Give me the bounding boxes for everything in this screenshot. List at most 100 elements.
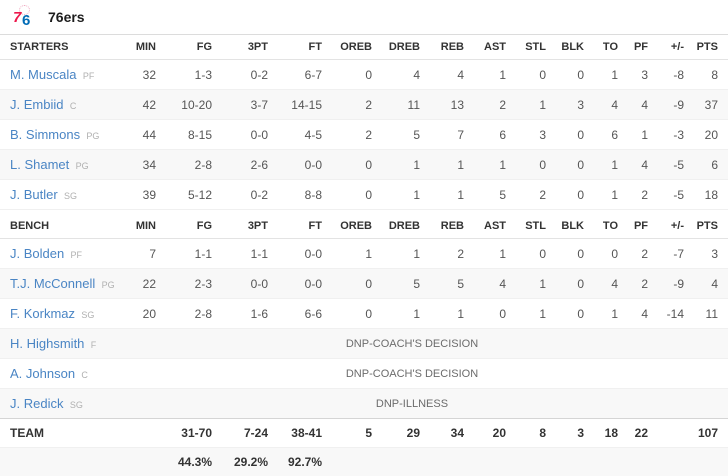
stat-reb: 1 [430, 180, 474, 210]
player-cell: A. Johnson C [0, 359, 126, 389]
player-link[interactable]: B. Simmons [10, 127, 80, 142]
player-position: PG [76, 161, 89, 171]
stat-oreb: 2 [332, 120, 382, 150]
stat-oreb: 0 [332, 269, 382, 299]
empty-cell [126, 448, 166, 476]
stat-pts: 18 [694, 180, 728, 210]
stat-dreb: 1 [382, 150, 430, 180]
stat-min: 32 [126, 60, 166, 90]
team-logo-icon: 7 6 [10, 4, 38, 30]
stat-pf: 4 [628, 90, 658, 120]
stat-to: 6 [594, 120, 628, 150]
stat-plusminus: -5 [658, 150, 694, 180]
stat-stl: 1 [516, 269, 556, 299]
player-link[interactable]: M. Muscala [10, 67, 76, 82]
section-label-starters: STARTERS [0, 35, 126, 60]
team-label: TEAM [0, 419, 126, 448]
player-position: PF [83, 71, 95, 81]
stat-dreb: 1 [382, 299, 430, 329]
stat-to: 4 [594, 269, 628, 299]
total-fg: 31-70 [166, 419, 222, 448]
stat-stl: 0 [516, 60, 556, 90]
stat-ft: 8-8 [278, 180, 332, 210]
player-link[interactable]: J. Embiid [10, 97, 63, 112]
player-link[interactable]: L. Shamet [10, 157, 69, 172]
stat-plusminus: -14 [658, 299, 694, 329]
stat-reb: 7 [430, 120, 474, 150]
table-row: M. Muscala PF 32 1-3 0-2 6-7 0 4 4 1 0 0… [0, 60, 728, 90]
stat-oreb: 0 [332, 180, 382, 210]
player-link[interactable]: H. Highsmith [10, 336, 84, 351]
dnp-note: DNP-ILLNESS [126, 389, 728, 419]
stat-min: 44 [126, 120, 166, 150]
column-header-stl: STL [516, 210, 556, 239]
stat-ast: 5 [474, 180, 516, 210]
stat-3pt: 0-2 [222, 60, 278, 90]
player-position: SG [81, 310, 94, 320]
player-link[interactable]: T.J. McConnell [10, 276, 95, 291]
stat-ft: 0-0 [278, 269, 332, 299]
column-header-oreb: OREB [332, 210, 382, 239]
total-oreb: 5 [332, 419, 382, 448]
column-header-3pt: 3PT [222, 35, 278, 60]
stat-dreb: 11 [382, 90, 430, 120]
table-row-dnp: J. Redick SG DNP-ILLNESS [0, 389, 728, 419]
stat-dreb: 5 [382, 269, 430, 299]
stat-blk: 0 [556, 299, 594, 329]
stat-fg: 1-3 [166, 60, 222, 90]
stat-ast: 1 [474, 60, 516, 90]
stat-ast: 4 [474, 269, 516, 299]
stat-3pt: 0-0 [222, 269, 278, 299]
player-link[interactable]: J. Bolden [10, 246, 64, 261]
total-min [126, 419, 166, 448]
empty-cell [0, 448, 126, 476]
team-name-link[interactable]: 76ers [48, 9, 85, 25]
stat-reb: 4 [430, 60, 474, 90]
percentages-row: 44.3% 29.2% 92.7% [0, 448, 728, 476]
stat-blk: 0 [556, 239, 594, 269]
stat-oreb: 1 [332, 239, 382, 269]
starters-header-row: STARTERS MIN FG 3PT FT OREB DREB REB AST… [0, 35, 728, 60]
stat-3pt: 0-0 [222, 120, 278, 150]
column-header-blk: BLK [556, 210, 594, 239]
column-header-stl: STL [516, 35, 556, 60]
column-header-to: TO [594, 210, 628, 239]
section-label-bench: BENCH [0, 210, 126, 239]
stat-to: 0 [594, 239, 628, 269]
table-row: J. Embiid C 42 10-20 3-7 14-15 2 11 13 2… [0, 90, 728, 120]
stat-fg: 5-12 [166, 180, 222, 210]
table-row: L. Shamet PG 34 2-8 2-6 0-0 0 1 1 1 0 0 … [0, 150, 728, 180]
stat-oreb: 2 [332, 90, 382, 120]
logo-digit-7: 7 [13, 9, 21, 26]
stat-pts: 20 [694, 120, 728, 150]
player-position: SG [64, 191, 77, 201]
stat-min: 34 [126, 150, 166, 180]
total-reb: 34 [430, 419, 474, 448]
column-header-reb: REB [430, 210, 474, 239]
team-totals-row: TEAM 31-70 7-24 38-41 5 29 34 20 8 3 18 … [0, 419, 728, 448]
player-position: C [70, 101, 77, 111]
column-header-blk: BLK [556, 35, 594, 60]
stat-dreb: 5 [382, 120, 430, 150]
player-cell: H. Highsmith F [0, 329, 126, 359]
player-link[interactable]: J. Butler [10, 187, 58, 202]
player-cell: L. Shamet PG [0, 150, 126, 180]
player-link[interactable]: F. Korkmaz [10, 306, 75, 321]
stat-ft: 0-0 [278, 239, 332, 269]
column-header-ast: AST [474, 210, 516, 239]
table-row-dnp: H. Highsmith F DNP-COACH'S DECISION [0, 329, 728, 359]
stat-dreb: 4 [382, 60, 430, 90]
player-link[interactable]: J. Redick [10, 396, 63, 411]
stat-pf: 2 [628, 239, 658, 269]
column-header-dreb: DREB [382, 35, 430, 60]
team-header: 7 6 76ers [0, 0, 728, 34]
stat-oreb: 0 [332, 60, 382, 90]
total-pts: 107 [694, 419, 728, 448]
stat-to: 1 [594, 60, 628, 90]
3pt-percentage: 29.2% [222, 448, 278, 476]
player-cell: B. Simmons PG [0, 120, 126, 150]
stat-ast: 1 [474, 150, 516, 180]
player-link[interactable]: A. Johnson [10, 366, 75, 381]
table-row: F. Korkmaz SG 20 2-8 1-6 6-6 0 1 1 0 1 0… [0, 299, 728, 329]
player-cell: J. Bolden PF [0, 239, 126, 269]
